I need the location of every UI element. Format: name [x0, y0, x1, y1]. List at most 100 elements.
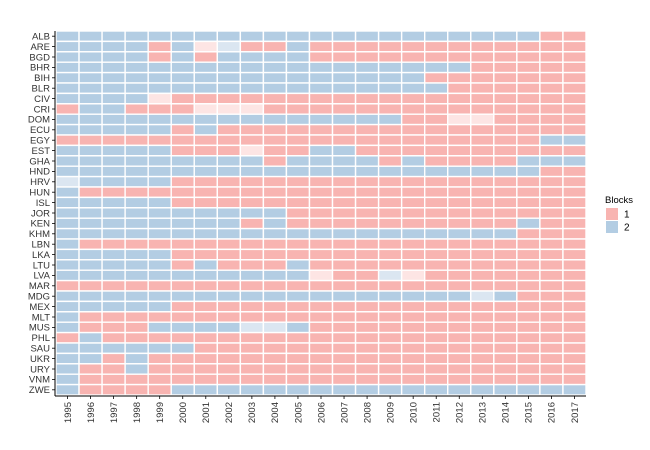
heatmap-cell-bgd-2007	[331, 51, 357, 63]
heatmap-cell-vnm-2000	[170, 373, 195, 386]
heatmap-cell-ken-2001	[193, 217, 218, 230]
heatmap-cell-dom-1995	[55, 113, 80, 126]
heatmap-cell-hnd-2013	[470, 165, 495, 178]
heatmap-cell-egy-1997	[101, 134, 126, 147]
x-tick-label-1995: 1995	[63, 402, 74, 423]
x-tick-label-2000: 2000	[178, 402, 189, 423]
heatmap-cell-lbn-2016	[539, 238, 564, 251]
heatmap-cell-hnd-2005	[285, 165, 311, 178]
heatmap-cell-egy-2005	[285, 134, 311, 147]
y-tick-labels: ALBAREBGDBHRBIHBLRCIVCRIDOMECUEGYESTGHAH…	[28, 32, 55, 396]
heatmap-cell-civ-2008	[354, 92, 380, 105]
heatmap-cell-jor-2011	[424, 207, 449, 219]
heatmap-cell-dom-2009	[377, 113, 403, 126]
heatmap-cell-bgd-2001	[193, 51, 218, 63]
heatmap-cell-zwe-2010	[400, 383, 426, 396]
heatmap-cell-vnm-2016	[539, 373, 564, 386]
heatmap-cell-blr-2006	[308, 82, 334, 95]
heatmap-cell-zwe-2014	[493, 383, 518, 396]
heatmap-cell-mlt-2015	[516, 311, 541, 323]
heatmap-cell-sau-2010	[400, 342, 426, 355]
heatmap-cell-bgd-2002	[216, 51, 242, 63]
heatmap-cell-mus-1999	[147, 321, 172, 334]
heatmap-cell-hrv-1997	[101, 175, 126, 188]
heatmap-cell-phl-2002	[216, 331, 242, 344]
x-tick-label-2008: 2008	[362, 402, 373, 423]
heatmap-cell-ecu-2010	[400, 123, 426, 136]
heatmap-cell-ukr-2001	[193, 352, 218, 365]
y-tick-label-mar: MAR	[29, 281, 50, 292]
heatmap-cell-blr-2012	[447, 82, 472, 95]
heatmap-cell-are-2006	[308, 40, 334, 53]
heatmap-cell-phl-2008	[354, 331, 380, 344]
heatmap-cell-bgd-2005	[285, 51, 311, 63]
heatmap-cell-mus-2008	[354, 321, 380, 334]
heatmap-cell-lbn-2015	[516, 238, 541, 251]
heatmap-cell-hnd-2000	[170, 165, 195, 178]
heatmap-cell-hnd-2001	[193, 165, 218, 178]
heatmap-cell-lbn-2011	[424, 238, 449, 251]
heatmap-cell-mus-2015	[516, 321, 541, 334]
heatmap-cell-ury-2013	[470, 363, 495, 375]
heatmap-cell-bgd-2013	[470, 51, 495, 63]
heatmap-cell-mus-1995	[55, 321, 80, 334]
heatmap-cell-bhr-2014	[493, 61, 518, 74]
heatmap-cell-dom-2015	[516, 113, 541, 126]
heatmap-cell-egy-2011	[424, 134, 449, 147]
heatmap-cell-phl-2000	[170, 331, 195, 344]
heatmap-cell-hrv-2017	[562, 175, 587, 188]
heatmap-cell-gha-2001	[193, 155, 218, 167]
heatmap-cell-mlt-2013	[470, 311, 495, 323]
heatmap-cell-lka-2009	[377, 248, 403, 261]
heatmap-cell-lva-2004	[262, 269, 288, 282]
heatmap-cell-mex-1999	[147, 300, 172, 313]
heatmap-cell-zwe-1995	[55, 383, 80, 396]
heatmap-cell-lbn-1998	[124, 238, 149, 251]
heatmap-cell-mdg-1997	[101, 290, 126, 303]
heatmap-cell-mus-2017	[562, 321, 587, 334]
heatmap-cell-cri-2008	[354, 103, 380, 115]
heatmap-cell-lva-2015	[516, 269, 541, 282]
heatmap-cell-ecu-1996	[78, 123, 103, 136]
heatmap-cell-phl-2017	[562, 331, 587, 344]
heatmap-cell-lva-2003	[239, 269, 265, 282]
heatmap-cell-hnd-2010	[400, 165, 426, 178]
heatmap-cell-bgd-2011	[424, 51, 449, 63]
heatmap-cell-bhr-2009	[377, 61, 403, 74]
heatmap-cell-hun-2010	[400, 186, 426, 199]
heatmap-cell-mus-1996	[78, 321, 103, 334]
heatmap-cell-bgd-2014	[493, 51, 518, 63]
heatmap-cell-mdg-2011	[424, 290, 449, 303]
heatmap-cell-hrv-2004	[262, 175, 288, 188]
heatmap-cell-civ-1999	[147, 92, 172, 105]
heatmap-cell-mlt-2014	[493, 311, 518, 323]
heatmap-cell-zwe-2017	[562, 383, 587, 396]
heatmap-cell-hnd-2002	[216, 165, 242, 178]
heatmap-cell-lva-2001	[193, 269, 218, 282]
heatmap-cell-isl-2006	[308, 196, 334, 209]
heatmap-cell-dom-2008	[354, 113, 380, 126]
heatmap-cell-mex-2001	[193, 300, 218, 313]
heatmap-cell-egy-1995	[55, 134, 80, 147]
heatmap-cell-bih-2006	[308, 71, 334, 84]
heatmap-cell-cri-2015	[516, 103, 541, 115]
x-tick-label-2016: 2016	[547, 402, 558, 423]
heatmap-cell-jor-2005	[285, 207, 311, 219]
heatmap-cell-blr-2013	[470, 82, 495, 95]
heatmap-cell-ecu-1999	[147, 123, 172, 136]
heatmap-cell-blr-2003	[239, 82, 265, 95]
heatmap-cell-egy-2003	[239, 134, 265, 147]
heatmap-cell-lka-2003	[239, 248, 265, 261]
y-tick-label-ury: URY	[30, 364, 51, 375]
heatmap-cell-are-2012	[447, 40, 472, 53]
heatmap-cell-sau-1997	[101, 342, 126, 355]
heatmap-cell-bhr-2015	[516, 61, 541, 74]
heatmap-cell-bhr-2006	[308, 61, 334, 74]
heatmap-cell-bhr-1998	[124, 61, 149, 74]
heatmap-cell-sau-2015	[516, 342, 541, 355]
heatmap-cell-vnm-2006	[308, 373, 334, 386]
heatmap-cell-lva-2017	[562, 269, 587, 282]
heatmap-cell-est-2010	[400, 144, 426, 157]
heatmap-cell-vnm-2012	[447, 373, 472, 386]
heatmap-cell-sau-2002	[216, 342, 242, 355]
